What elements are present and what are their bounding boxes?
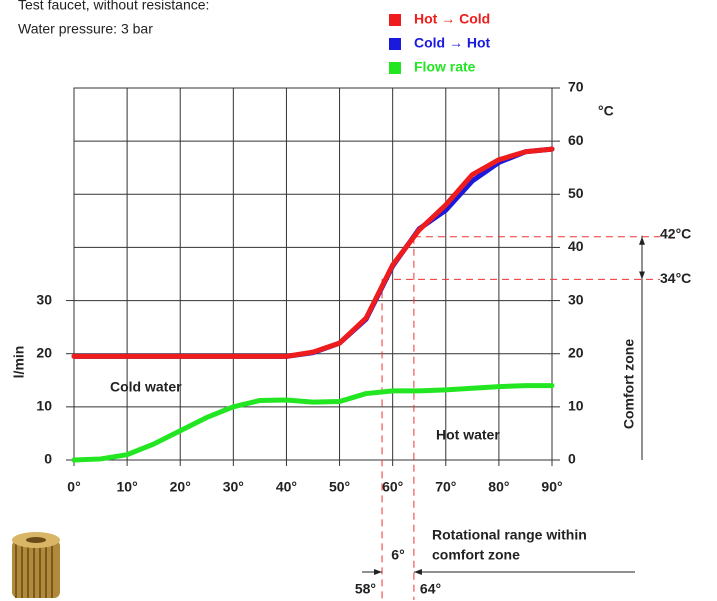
legend-label: Hot → Cold <box>414 11 490 27</box>
legend-swatch <box>389 14 401 26</box>
y-tick-label: 10 <box>36 398 52 414</box>
y2-tick-label: 0 <box>568 451 576 467</box>
comfort-label: Comfort zone <box>621 339 637 429</box>
series-line <box>74 149 552 356</box>
x-tick-label: 80° <box>488 479 509 495</box>
comfort-x-label: 64° <box>420 581 441 597</box>
range-title: Rotational range within <box>432 527 587 543</box>
y-tick-label: 20 <box>36 344 52 360</box>
comfort-x-label: 58° <box>355 581 376 597</box>
chart: Test faucet, without resistance: Water pr… <box>0 0 717 601</box>
x-tick-label: 60° <box>382 479 403 495</box>
note: Water pressure: 3 bar <box>18 21 153 37</box>
y-axis-label: l/min <box>11 346 27 379</box>
x-tick-label: 50° <box>329 479 350 495</box>
legend-swatch <box>389 62 401 74</box>
y-tick-label: 0 <box>44 451 52 467</box>
y2-tick-label: 60 <box>568 132 584 148</box>
y2-tick-label: 20 <box>568 344 584 360</box>
series-line <box>74 386 552 460</box>
range-title: comfort zone <box>432 547 520 563</box>
series-line <box>74 149 552 356</box>
x-tick-label: 10° <box>117 479 138 495</box>
y2-tick-label: 30 <box>568 291 584 307</box>
y2-axis-label: °C <box>598 103 614 119</box>
page: {"chart_data":{"type":"line", "notes":["… <box>0 0 717 601</box>
comfort-y-label: 34°C <box>660 270 691 286</box>
gear-image <box>12 532 60 598</box>
legend-label: Flow rate <box>414 59 476 75</box>
x-tick-label: 90° <box>541 479 562 495</box>
x-tick-label: 20° <box>170 479 191 495</box>
comfort-y-label: 42°C <box>660 226 691 242</box>
range-width: 6° <box>391 547 404 563</box>
legend-swatch <box>389 38 401 50</box>
legend-label: Cold → Hot <box>414 35 491 51</box>
y-tick-label: 30 <box>36 291 52 307</box>
y2-tick-label: 10 <box>568 398 584 414</box>
x-tick-label: 40° <box>276 479 297 495</box>
x-tick-label: 0° <box>67 479 80 495</box>
x-tick-label: 30° <box>223 479 244 495</box>
y2-tick-label: 50 <box>568 185 584 201</box>
note: Test faucet, without resistance: <box>18 0 209 13</box>
region-label: Hot water <box>436 427 500 443</box>
y2-tick-label: 70 <box>568 79 584 95</box>
y2-tick-label: 40 <box>568 238 584 254</box>
region-label: Cold water <box>110 379 182 395</box>
x-tick-label: 70° <box>435 479 456 495</box>
